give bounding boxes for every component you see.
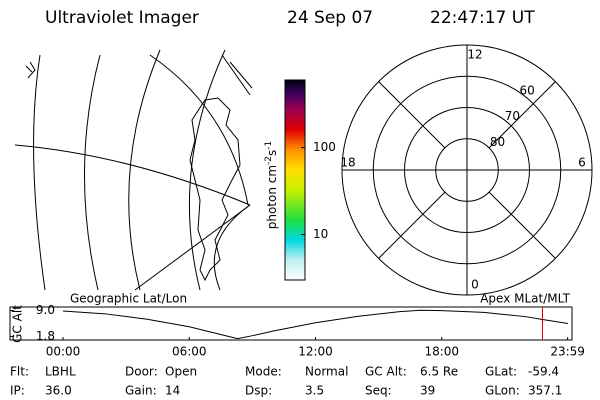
footer-value: Normal bbox=[305, 365, 348, 379]
x-tick-label: 23:59 bbox=[550, 345, 585, 359]
x-tick-label: 00:00 bbox=[46, 345, 81, 359]
y-axis-label: GC Alt bbox=[11, 305, 25, 343]
mlt-label: 0 bbox=[471, 278, 479, 292]
footer-label: GLat: bbox=[485, 365, 517, 379]
left-label: Geographic Lat/Lon bbox=[70, 292, 187, 306]
y-tick-label: 1.8 bbox=[36, 329, 55, 343]
x-tick-label: 12:00 bbox=[298, 345, 333, 359]
footer-value: 36.0 bbox=[45, 384, 72, 398]
footer-label: Door: bbox=[125, 365, 158, 379]
footer-label: Dsp: bbox=[245, 384, 272, 398]
footer-value: LBHL bbox=[45, 365, 76, 379]
footer-label: IP: bbox=[10, 384, 25, 398]
polar-spoke bbox=[488, 191, 556, 259]
right-label: Apex MLat/MLT bbox=[480, 292, 570, 306]
lat-label: 80 bbox=[490, 135, 505, 149]
altitude-line bbox=[62, 309, 569, 340]
footer-label: Seq: bbox=[365, 384, 392, 398]
title: Ultraviolet Imager bbox=[45, 8, 199, 28]
footer-label: Flt: bbox=[10, 365, 29, 379]
polar-spoke bbox=[488, 81, 556, 149]
date: 24 Sep 07 bbox=[287, 8, 373, 28]
mlt-label: 18 bbox=[340, 156, 355, 170]
colorbar-tick-label: 100 bbox=[313, 140, 336, 154]
mlt-label: 12 bbox=[467, 48, 482, 62]
lat-label: 60 bbox=[520, 83, 535, 97]
polar-spoke bbox=[378, 81, 446, 149]
footer-label: Gain: bbox=[125, 384, 157, 398]
altitude-plot-frame bbox=[9, 306, 573, 341]
footer-value: 14 bbox=[165, 384, 180, 398]
footer-label: GC Alt: bbox=[365, 365, 407, 379]
x-tick-label: 18:00 bbox=[424, 345, 459, 359]
x-tick-label: 06:00 bbox=[172, 345, 207, 359]
colorbar-label: photon cm-2s-1 bbox=[264, 141, 279, 230]
footer-value: 39 bbox=[420, 384, 435, 398]
footer-value: -59.4 bbox=[528, 365, 559, 379]
footer-value: 6.5 Re bbox=[420, 365, 458, 379]
map bbox=[14, 49, 253, 291]
time: 22:47:17 UT bbox=[430, 8, 535, 28]
footer-label: Mode: bbox=[245, 365, 282, 379]
colorbar-tick-label: 10 bbox=[313, 227, 328, 241]
lat-label: 70 bbox=[505, 109, 520, 123]
footer-label: GLon: bbox=[485, 384, 520, 398]
footer-value: 3.5 bbox=[305, 384, 324, 398]
colorbar bbox=[284, 79, 306, 281]
mlt-label: 6 bbox=[578, 156, 586, 170]
footer-value: 357.1 bbox=[528, 384, 562, 398]
footer-value: Open bbox=[165, 365, 197, 379]
polar-spoke bbox=[378, 191, 446, 259]
y-tick-label: 9.0 bbox=[36, 303, 55, 317]
